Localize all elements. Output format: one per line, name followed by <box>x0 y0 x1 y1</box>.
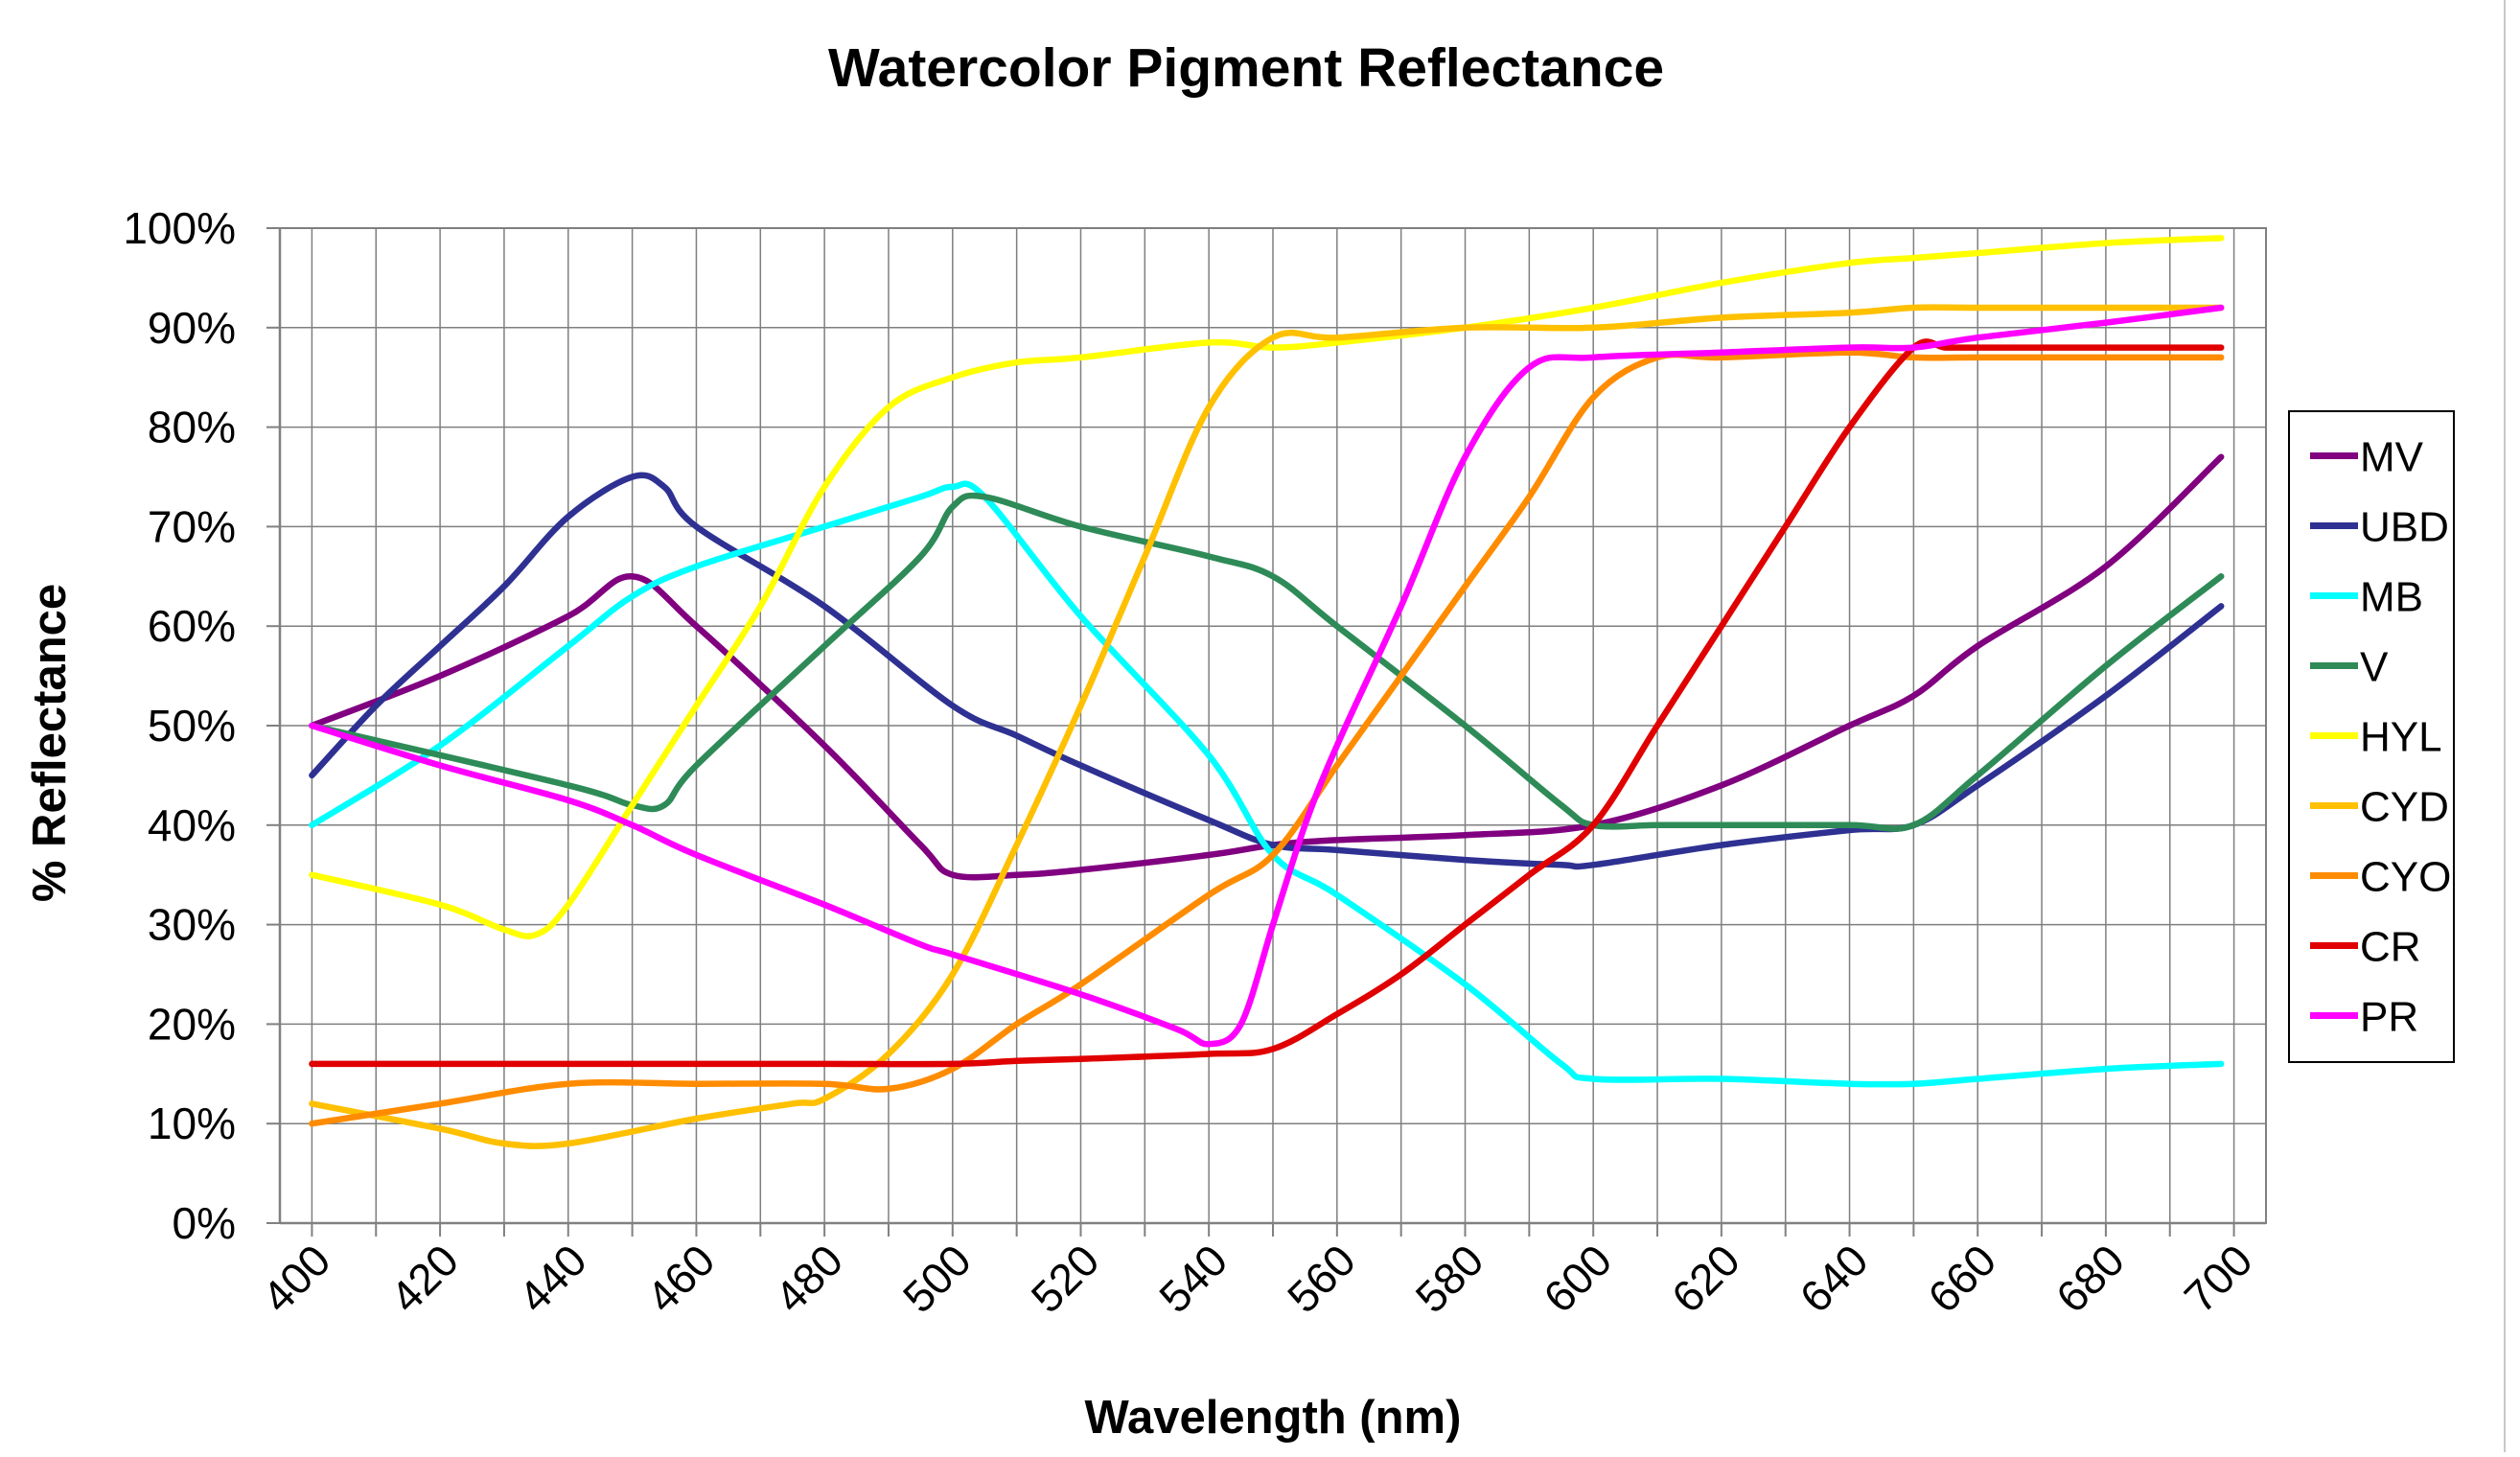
y-axis-title: % Reflectance <box>24 584 76 902</box>
x-tick-label: 440 <box>509 1235 596 1322</box>
x-tick-label: 500 <box>893 1235 981 1322</box>
y-tick-label: 50% <box>148 701 236 751</box>
x-axis-title: Wavelength (nm) <box>1085 1392 1462 1444</box>
legend-label-cyd: CYD <box>2360 784 2449 831</box>
x-tick-label: 640 <box>1791 1235 1878 1322</box>
legend: MV UBD MB V HYL CYD CYO CR PR <box>2288 410 2455 1063</box>
grid <box>279 227 2267 1224</box>
chart-title: Watercolor Pigment Reflectance <box>828 37 1664 99</box>
x-tick-label: 460 <box>636 1235 724 1322</box>
x-tick-label: 540 <box>1149 1235 1237 1322</box>
series-line-cyo <box>309 349 2225 1127</box>
x-tick-label: 580 <box>1406 1235 1493 1322</box>
legend-label-mb: MB <box>2360 574 2423 621</box>
x-tick-label: 420 <box>381 1235 468 1322</box>
y-tick-label: 60% <box>148 601 236 651</box>
legend-label-cr: CR <box>2360 924 2421 971</box>
y-tick-label: 30% <box>148 900 236 950</box>
legend-label-pr: PR <box>2360 994 2418 1041</box>
x-tick-label: 620 <box>1662 1235 1749 1322</box>
y-tick-label: 80% <box>148 403 236 452</box>
x-tick-label: 680 <box>2046 1235 2134 1322</box>
series-line-mv <box>309 453 2225 881</box>
legend-label-hyl: HYL <box>2360 714 2442 761</box>
y-tick-label: 40% <box>148 800 236 850</box>
series-lines <box>309 235 2225 1149</box>
legend-label-v: V <box>2360 644 2389 691</box>
y-tick-label: 100% <box>123 203 236 253</box>
legend-label-mv: MV <box>2360 434 2424 481</box>
x-tick-label: 480 <box>765 1235 852 1322</box>
legend-label-ubd: UBD <box>2360 504 2449 551</box>
series-line-mb <box>309 480 2225 1088</box>
y-tick-label: 10% <box>148 1099 236 1148</box>
series-line-v <box>309 492 2225 832</box>
x-tick-label: 700 <box>2175 1235 2262 1322</box>
series-line-cyd <box>309 304 2225 1149</box>
legend-label-cyo: CYO <box>2360 854 2451 901</box>
window-edge-divider <box>2504 0 2506 1452</box>
series-line-pr <box>309 304 2225 1048</box>
x-tick-label: 660 <box>1918 1235 2005 1322</box>
x-tick-label: 600 <box>1534 1235 1621 1322</box>
y-tick-label: 90% <box>148 303 236 353</box>
x-tick-label: 520 <box>1022 1235 1109 1322</box>
y-tick-label: 20% <box>148 999 236 1049</box>
y-tick-label: 0% <box>173 1198 236 1248</box>
series-line-hyl <box>309 235 2225 939</box>
y-tick-label: 70% <box>148 501 236 551</box>
x-tick-label: 560 <box>1278 1235 1365 1322</box>
x-tick-label: 400 <box>252 1235 339 1322</box>
